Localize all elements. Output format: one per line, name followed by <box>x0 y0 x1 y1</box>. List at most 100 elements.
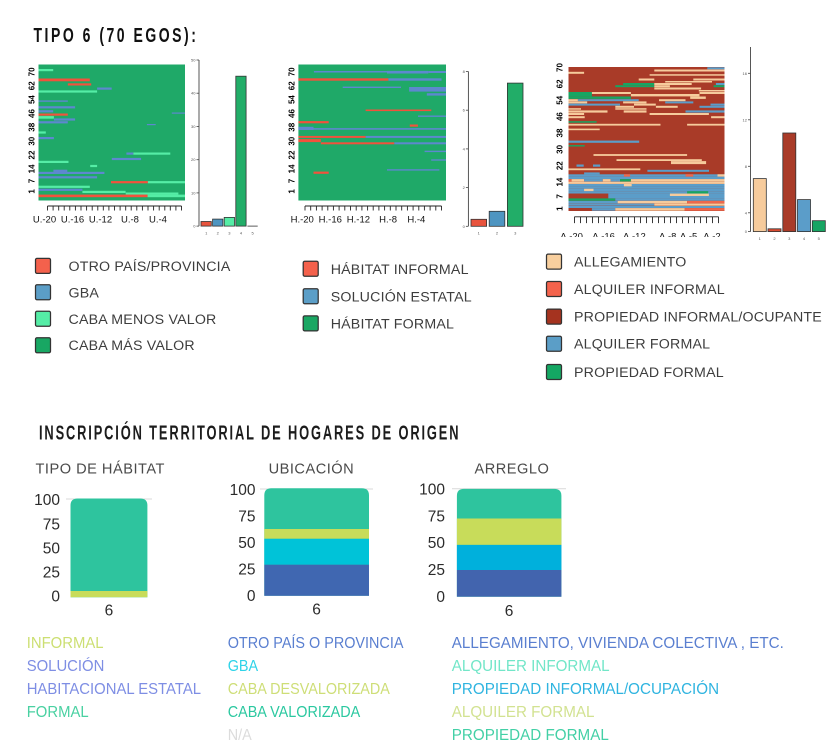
svg-text:100: 100 <box>419 481 445 498</box>
svg-text:A.-5: A.-5 <box>680 232 697 243</box>
svg-text:54: 54 <box>288 95 297 104</box>
svg-text:30: 30 <box>288 136 297 145</box>
svg-text:50: 50 <box>191 58 196 63</box>
svg-text:CABA VALORIZADA: CABA VALORIZADA <box>228 703 361 721</box>
svg-text:75: 75 <box>43 516 60 533</box>
svg-text:30: 30 <box>28 136 37 145</box>
svg-text:0: 0 <box>51 589 60 606</box>
svg-text:TIPO DE HÁBITAT: TIPO DE HÁBITAT <box>36 461 165 478</box>
svg-text:46: 46 <box>28 109 37 118</box>
svg-text:A.-12: A.-12 <box>623 232 646 243</box>
svg-text:46: 46 <box>288 109 297 118</box>
svg-text:U.-12: U.-12 <box>89 215 112 226</box>
svg-text:1: 1 <box>556 206 565 211</box>
svg-text:46: 46 <box>556 112 565 121</box>
svg-text:PROPIEDAD INFORMAL/OCUPACIÓN: PROPIEDAD INFORMAL/OCUPACIÓN <box>452 679 719 698</box>
svg-text:12: 12 <box>743 117 748 122</box>
svg-text:8: 8 <box>463 69 466 74</box>
svg-text:14: 14 <box>28 164 37 173</box>
svg-text:20: 20 <box>191 157 196 162</box>
svg-text:0: 0 <box>436 589 445 606</box>
svg-text:2: 2 <box>463 185 466 190</box>
svg-text:75: 75 <box>428 508 445 525</box>
svg-text:0: 0 <box>193 224 196 229</box>
svg-text:54: 54 <box>556 95 565 104</box>
svg-text:75: 75 <box>238 509 255 526</box>
svg-text:SOLUCIÓN: SOLUCIÓN <box>27 658 105 676</box>
svg-text:H.-4: H.-4 <box>407 215 425 226</box>
svg-text:6: 6 <box>505 603 514 620</box>
svg-text:2: 2 <box>496 231 499 236</box>
svg-text:A.-16: A.-16 <box>592 232 615 243</box>
svg-text:62: 62 <box>288 81 297 90</box>
svg-text:N/A: N/A <box>228 727 253 745</box>
svg-text:PROPIEDAD FORMAL: PROPIEDAD FORMAL <box>452 727 609 744</box>
svg-text:CABA MENOS VALOR: CABA MENOS VALOR <box>69 312 217 328</box>
svg-text:FORMAL: FORMAL <box>27 704 89 722</box>
svg-text:ARREGLO: ARREGLO <box>475 462 550 478</box>
svg-text:40: 40 <box>191 91 196 96</box>
svg-text:38: 38 <box>556 128 565 137</box>
svg-text:TIPO 6 (70 EGOS):: TIPO 6 (70 EGOS): <box>34 23 199 46</box>
svg-text:16: 16 <box>743 71 748 76</box>
svg-text:5: 5 <box>251 231 254 236</box>
svg-text:H.-8: H.-8 <box>379 215 397 226</box>
svg-text:INFORMAL: INFORMAL <box>27 635 104 653</box>
svg-text:4: 4 <box>803 236 806 241</box>
svg-text:70: 70 <box>28 67 37 76</box>
svg-text:H.-20: H.-20 <box>291 215 314 226</box>
svg-text:22: 22 <box>556 161 565 170</box>
svg-text:50: 50 <box>43 541 61 558</box>
svg-text:70: 70 <box>288 67 297 76</box>
svg-text:0: 0 <box>247 588 256 605</box>
svg-text:ALQUILER INFORMAL: ALQUILER INFORMAL <box>452 658 610 675</box>
svg-text:A.-2: A.-2 <box>703 232 720 243</box>
svg-text:6: 6 <box>463 108 466 113</box>
svg-text:7: 7 <box>556 194 565 199</box>
svg-text:U.-8: U.-8 <box>121 215 139 226</box>
svg-text:38: 38 <box>28 122 37 131</box>
svg-text:100: 100 <box>34 492 60 509</box>
svg-text:7: 7 <box>288 178 297 183</box>
svg-text:25: 25 <box>43 565 60 582</box>
svg-text:H.-12: H.-12 <box>347 215 370 226</box>
svg-text:ALLEGAMIENTO, VIVIENDA COLECTI: ALLEGAMIENTO, VIVIENDA COLECTIVA , ETC. <box>452 635 784 652</box>
svg-text:50: 50 <box>238 535 256 552</box>
svg-text:CABA DESVALORIZADA: CABA DESVALORIZADA <box>228 680 391 698</box>
svg-text:100: 100 <box>230 482 256 499</box>
svg-text:OTRO PAÍS/PROVINCIA: OTRO PAÍS/PROVINCIA <box>69 258 231 275</box>
svg-text:10: 10 <box>191 190 196 195</box>
svg-text:22: 22 <box>28 150 37 159</box>
svg-text:5: 5 <box>818 236 821 241</box>
svg-text:2: 2 <box>773 236 776 241</box>
svg-text:A.-8: A.-8 <box>659 232 676 243</box>
svg-text:PROPIEDAD FORMAL: PROPIEDAD FORMAL <box>574 365 724 381</box>
svg-text:30: 30 <box>191 124 196 129</box>
svg-text:1: 1 <box>759 236 762 241</box>
svg-text:22: 22 <box>288 150 297 159</box>
svg-text:3: 3 <box>514 231 517 236</box>
svg-text:30: 30 <box>556 144 565 153</box>
svg-text:1: 1 <box>478 231 481 236</box>
svg-text:3: 3 <box>228 231 231 236</box>
svg-text:0: 0 <box>463 224 466 229</box>
svg-text:1: 1 <box>205 231 208 236</box>
svg-text:ALLEGAMIENTO: ALLEGAMIENTO <box>574 255 687 271</box>
svg-text:14: 14 <box>288 164 297 173</box>
svg-text:HÁBITAT FORMAL: HÁBITAT FORMAL <box>331 315 454 332</box>
svg-text:70: 70 <box>556 63 565 72</box>
svg-text:62: 62 <box>556 79 565 88</box>
svg-text:CABA MÁS VALOR: CABA MÁS VALOR <box>69 337 195 354</box>
svg-text:7: 7 <box>28 178 37 183</box>
svg-text:4: 4 <box>240 231 243 236</box>
svg-text:GBA: GBA <box>69 285 100 301</box>
svg-text:14: 14 <box>556 177 565 186</box>
svg-text:U.-20: U.-20 <box>33 215 56 226</box>
svg-text:HÁBITAT INFORMAL: HÁBITAT INFORMAL <box>331 261 469 278</box>
svg-text:PROPIEDAD INFORMAL/OCUPANTE: PROPIEDAD INFORMAL/OCUPANTE <box>574 310 822 326</box>
svg-text:ALQUILER FORMAL: ALQUILER FORMAL <box>452 704 595 721</box>
svg-text:1: 1 <box>28 189 37 194</box>
svg-text:2: 2 <box>217 231 220 236</box>
svg-text:8: 8 <box>745 164 748 169</box>
svg-text:ALQUILER FORMAL: ALQUILER FORMAL <box>574 337 710 353</box>
